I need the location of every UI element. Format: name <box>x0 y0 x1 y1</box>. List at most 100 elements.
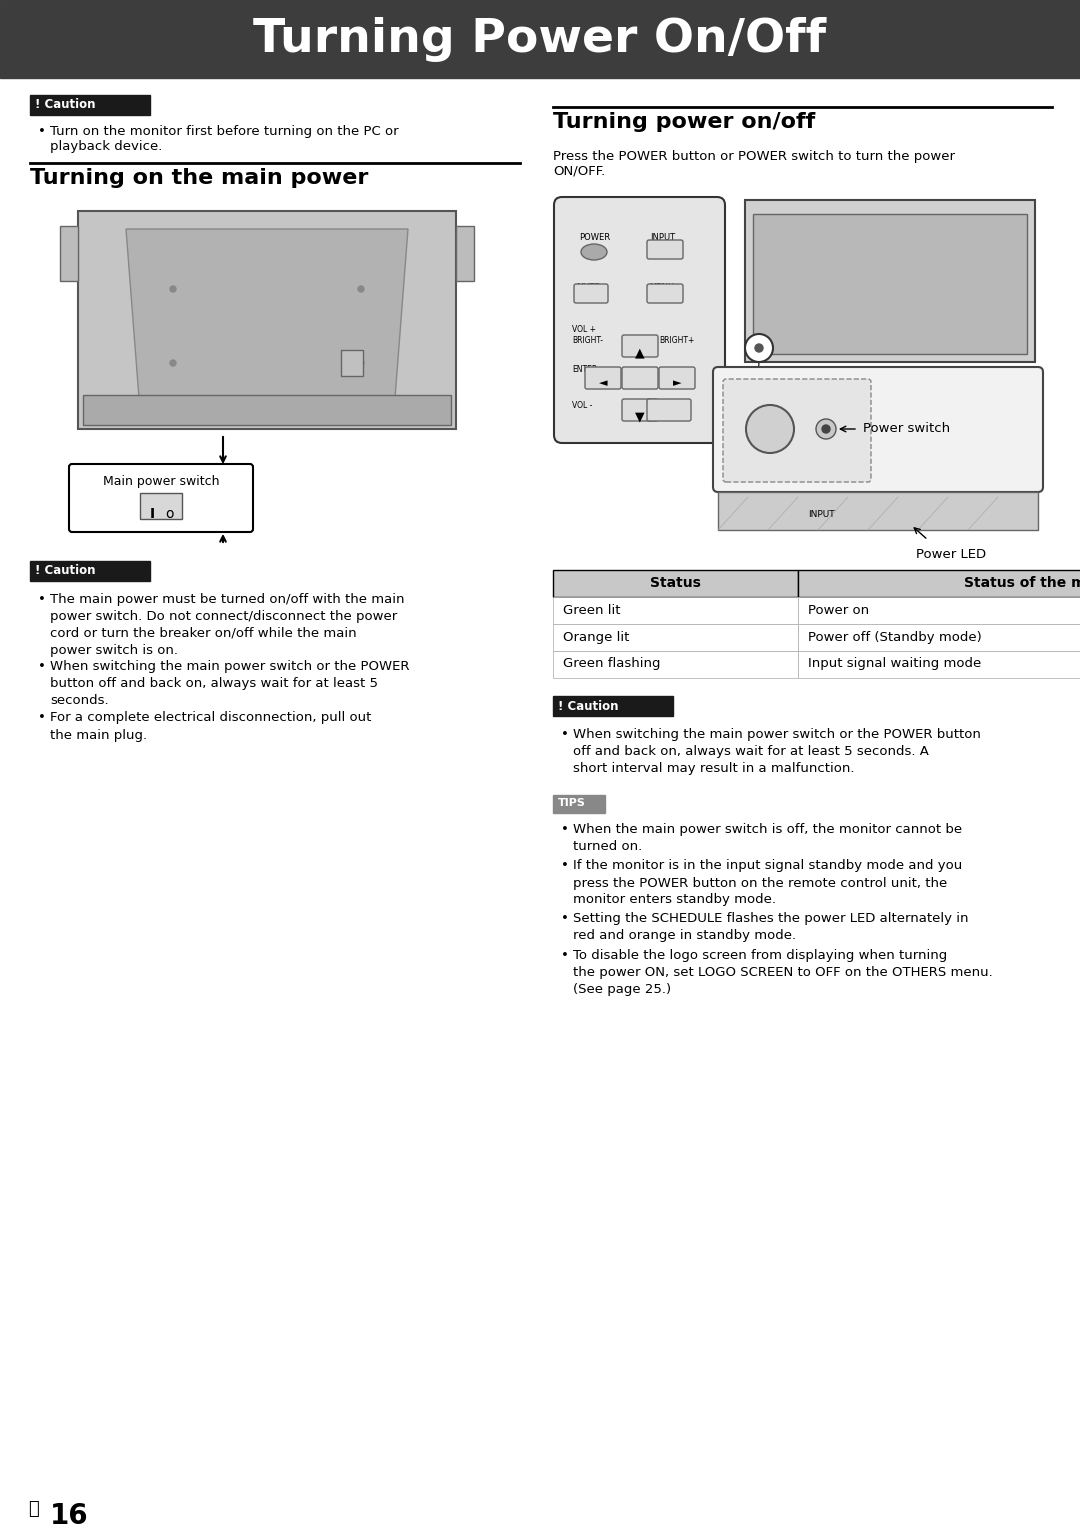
Bar <box>83 395 451 425</box>
Circle shape <box>816 418 836 438</box>
Bar <box>60 226 78 281</box>
Text: To disable the logo screen from displaying when turning
the power ON, set LOGO S: To disable the logo screen from displayi… <box>573 948 993 996</box>
Text: ▲: ▲ <box>635 347 645 359</box>
Bar <box>745 200 1035 362</box>
Text: ! Caution: ! Caution <box>35 565 95 577</box>
Polygon shape <box>126 229 408 411</box>
Text: TIPS: TIPS <box>558 799 585 808</box>
Text: The main power must be turned on/off with the main
power switch. Do not connect/: The main power must be turned on/off wit… <box>50 592 405 657</box>
Text: ! Caution: ! Caution <box>558 699 619 713</box>
Text: ! Caution: ! Caution <box>35 99 95 111</box>
Text: ENTER: ENTER <box>572 365 597 374</box>
Text: POWER: POWER <box>579 234 610 241</box>
Text: I: I <box>149 507 154 521</box>
Text: •: • <box>38 125 45 137</box>
Text: ▼: ▼ <box>635 411 645 423</box>
Text: •: • <box>561 728 569 741</box>
FancyBboxPatch shape <box>647 399 691 421</box>
Text: If the monitor is in the input signal standby mode and you
press the POWER butto: If the monitor is in the input signal st… <box>573 860 962 907</box>
Text: •: • <box>38 660 45 673</box>
Text: 16: 16 <box>50 1503 89 1527</box>
Circle shape <box>755 344 762 353</box>
Text: •: • <box>561 948 569 962</box>
Ellipse shape <box>581 244 607 260</box>
Bar <box>553 625 798 651</box>
Bar <box>753 214 1027 354</box>
Text: Power off (Standby mode): Power off (Standby mode) <box>808 631 982 643</box>
Bar <box>553 597 798 625</box>
FancyBboxPatch shape <box>622 334 658 357</box>
Text: When the main power switch is off, the monitor cannot be
turned on.: When the main power switch is off, the m… <box>573 823 962 852</box>
FancyBboxPatch shape <box>659 366 696 389</box>
Bar <box>30 95 150 115</box>
Text: Power on: Power on <box>808 603 869 617</box>
Text: playback device.: playback device. <box>50 140 162 153</box>
Text: Input signal waiting mode: Input signal waiting mode <box>808 658 982 670</box>
Circle shape <box>170 286 176 292</box>
Text: BRIGHT-: BRIGHT- <box>572 336 603 345</box>
Text: Ⓔ: Ⓔ <box>28 1500 39 1518</box>
Bar <box>0 0 1080 78</box>
Text: VOL -: VOL - <box>572 402 592 411</box>
Bar <box>553 651 798 678</box>
Text: Setting the SCHEDULE flashes the power LED alternately in
red and orange in stan: Setting the SCHEDULE flashes the power L… <box>573 912 969 942</box>
Text: VOL +: VOL + <box>572 325 596 334</box>
FancyBboxPatch shape <box>69 464 253 531</box>
Text: Main power switch: Main power switch <box>103 475 219 489</box>
Text: Press the POWER button or POWER switch to turn the power: Press the POWER button or POWER switch t… <box>553 150 955 163</box>
FancyBboxPatch shape <box>622 399 658 421</box>
Text: INPUT: INPUT <box>808 510 835 519</box>
Text: MUTE: MUTE <box>576 282 599 292</box>
Text: For a complete electrical disconnection, pull out
the main plug.: For a complete electrical disconnection,… <box>50 712 372 742</box>
Circle shape <box>745 334 773 362</box>
Bar <box>30 560 150 580</box>
Bar <box>456 226 474 281</box>
Bar <box>798 597 1080 625</box>
Text: RETURN: RETURN <box>649 402 680 411</box>
Text: BRIGHT+: BRIGHT+ <box>659 336 694 345</box>
Text: ON/OFF.: ON/OFF. <box>553 165 605 179</box>
Circle shape <box>746 405 794 454</box>
Text: Power switch: Power switch <box>863 423 950 435</box>
Circle shape <box>170 360 176 366</box>
FancyBboxPatch shape <box>723 379 870 483</box>
Circle shape <box>357 286 364 292</box>
FancyBboxPatch shape <box>554 197 725 443</box>
Bar <box>553 696 673 716</box>
Bar <box>553 794 605 812</box>
Text: Green flashing: Green flashing <box>563 658 661 670</box>
Text: o: o <box>165 507 174 521</box>
Text: Turn on the monitor first before turning on the PC or: Turn on the monitor first before turning… <box>50 125 399 137</box>
Text: •: • <box>38 592 45 606</box>
Circle shape <box>357 360 364 366</box>
FancyBboxPatch shape <box>647 240 683 260</box>
Text: •: • <box>561 912 569 925</box>
Text: Power LED: Power LED <box>916 548 986 560</box>
Text: •: • <box>561 823 569 835</box>
Bar <box>798 625 1080 651</box>
Text: When switching the main power switch or the POWER
button off and back on, always: When switching the main power switch or … <box>50 660 409 707</box>
Bar <box>140 493 183 519</box>
Text: Status of the monitor: Status of the monitor <box>963 576 1080 589</box>
Text: Orange lit: Orange lit <box>563 631 630 643</box>
Circle shape <box>822 425 831 434</box>
Text: •: • <box>38 712 45 724</box>
Text: MENU: MENU <box>649 282 674 292</box>
Text: ►: ► <box>673 379 681 388</box>
FancyBboxPatch shape <box>647 284 683 302</box>
Text: Turning power on/off: Turning power on/off <box>553 111 815 131</box>
Bar <box>718 492 1038 530</box>
FancyBboxPatch shape <box>713 366 1043 492</box>
Text: Green lit: Green lit <box>563 603 621 617</box>
FancyBboxPatch shape <box>622 366 658 389</box>
FancyBboxPatch shape <box>585 366 621 389</box>
Bar <box>798 651 1080 678</box>
Text: When switching the main power switch or the POWER button
off and back on, always: When switching the main power switch or … <box>573 728 981 776</box>
Bar <box>78 211 456 429</box>
Text: INPUT: INPUT <box>650 234 675 241</box>
Bar <box>553 570 798 597</box>
Text: Turning on the main power: Turning on the main power <box>30 168 368 188</box>
Text: Status: Status <box>649 576 701 589</box>
Text: Turning Power On/Off: Turning Power On/Off <box>254 17 826 61</box>
Bar <box>798 570 1080 597</box>
